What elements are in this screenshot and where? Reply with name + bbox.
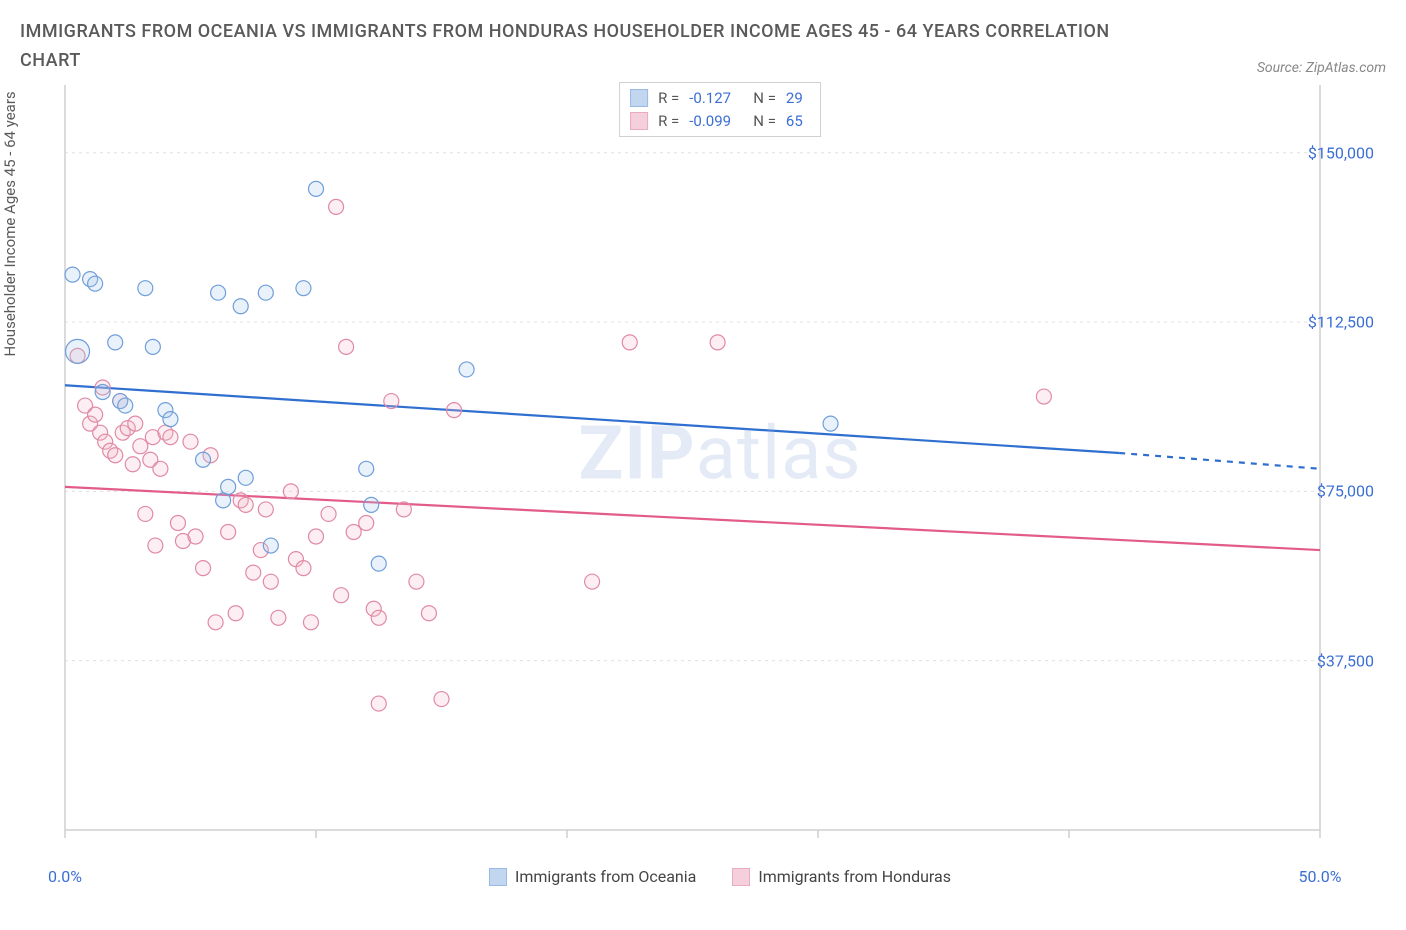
correlation-legend: R = -0.127 N = 29 R = -0.099 N = 65 (619, 82, 821, 137)
series-name: Immigrants from Honduras (758, 867, 951, 886)
series-legend-item: Immigrants from Honduras (732, 867, 951, 886)
source-attribution: Source: ZipAtlas.com (1257, 60, 1386, 76)
chart-container: Householder Income Ages 45 - 64 years ZI… (20, 80, 1386, 880)
legend-r-label: R = (658, 87, 679, 110)
legend-n-label: N = (753, 87, 776, 110)
series-legend: Immigrants from Oceania Immigrants from H… (489, 867, 951, 886)
y-tick-label: $150,000 (1308, 143, 1374, 162)
legend-row: R = -0.099 N = 65 (630, 110, 810, 133)
chart-title: IMMIGRANTS FROM OCEANIA VS IMMIGRANTS FR… (20, 18, 1120, 76)
x-tick-label: 0.0% (48, 867, 82, 886)
legend-n-value: 65 (786, 110, 810, 133)
legend-swatch (489, 868, 507, 886)
y-tick-label: $37,500 (1317, 651, 1374, 670)
legend-r-value: -0.127 (689, 87, 743, 110)
x-tick-label: 50.0% (1299, 867, 1342, 886)
plot-svg (60, 80, 1380, 860)
y-tick-label: $112,500 (1308, 313, 1374, 332)
legend-r-value: -0.099 (689, 110, 743, 133)
series-legend-item: Immigrants from Oceania (489, 867, 696, 886)
y-tick-label: $75,000 (1317, 482, 1374, 501)
legend-swatch (630, 89, 648, 107)
legend-n-label: N = (753, 110, 776, 133)
scatter-plot: ZIPatlas R =-0.127N =29R =-0.099N =65 Im… (60, 80, 1380, 860)
series-name: Immigrants from Oceania (515, 867, 696, 886)
legend-swatch (630, 112, 648, 130)
legend-r-label: R = (658, 110, 679, 133)
legend-swatch (732, 868, 750, 886)
legend-n-value: 29 (786, 87, 810, 110)
legend-row: R = -0.127 N = 29 (630, 87, 810, 110)
y-axis-label: Householder Income Ages 45 - 64 years (1, 91, 19, 356)
